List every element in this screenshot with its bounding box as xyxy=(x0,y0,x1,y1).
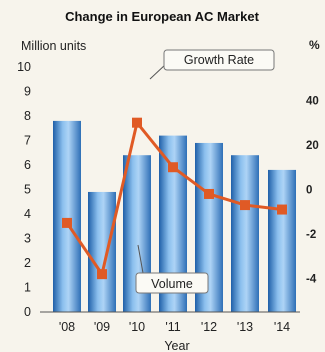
y-tick-label: 0 xyxy=(24,305,31,319)
growth-rate-marker xyxy=(204,188,214,199)
volume-bar xyxy=(88,191,116,312)
x-axis-label: Year xyxy=(164,339,189,352)
y-tick-label: 1 xyxy=(24,281,31,295)
growth-rate-marker xyxy=(277,204,287,215)
x-tick-label: '13 xyxy=(237,320,253,334)
growth-rate-marker xyxy=(240,200,250,211)
volume-bar xyxy=(53,120,81,313)
x-tick-label: '11 xyxy=(165,320,180,334)
y-tick-label: 4 xyxy=(24,207,31,221)
y-tick-label: 3 xyxy=(24,232,31,246)
chart-title: Change in European AC Market xyxy=(65,9,259,24)
volume-callout-box xyxy=(135,272,209,294)
x-tick-label: '12 xyxy=(201,320,217,334)
volume-callout-leader xyxy=(137,244,144,274)
y-tick-label: 7 xyxy=(24,134,31,148)
y-tick-label: 8 xyxy=(24,109,31,123)
y-ticks-left: 0 1 2 3 4 5 6 7 8 9 10 xyxy=(17,60,31,319)
y-axis-label: Million units xyxy=(21,39,86,53)
x-tick-label: '14 xyxy=(274,320,290,334)
growth-rate-marker xyxy=(168,162,178,173)
x-ticks: '08 '09 '10 '11 '12 '13 '14 xyxy=(59,320,290,334)
y-tick-label: 9 xyxy=(24,85,31,99)
growth-rate-marker xyxy=(97,269,107,280)
y-tick-right-label: 40 xyxy=(306,95,319,107)
x-tick-label: '10 xyxy=(129,320,145,334)
x-tick-label: '09 xyxy=(94,320,110,334)
growth-rate-marker xyxy=(62,217,72,228)
growth-rate-series xyxy=(62,117,287,280)
volume-callout-label: Volume xyxy=(151,277,193,291)
growth-rate-marker xyxy=(132,117,142,128)
growth-callout-label: Growth Rate xyxy=(184,53,254,67)
y-tick-label: 5 xyxy=(24,183,31,197)
y-tick-label: 6 xyxy=(24,158,31,172)
y-axis-right-label: % xyxy=(309,38,320,52)
y-tick-right-label: -4 xyxy=(306,274,317,286)
y-tick-label: 10 xyxy=(17,60,31,74)
growth-callout-box xyxy=(163,49,275,71)
y-ticks-right: 40 20 0 -2 -4 xyxy=(306,95,319,285)
y-tick-label: 2 xyxy=(24,256,31,270)
volume-bar xyxy=(268,169,296,312)
volume-bar xyxy=(231,155,259,312)
x-tick-label: '08 xyxy=(59,320,75,334)
y-tick-right-label: -2 xyxy=(306,229,316,241)
y-tick-right-label: 20 xyxy=(306,140,319,152)
growth-callout-leader xyxy=(149,63,167,80)
y-tick-right-label: 0 xyxy=(306,185,312,197)
